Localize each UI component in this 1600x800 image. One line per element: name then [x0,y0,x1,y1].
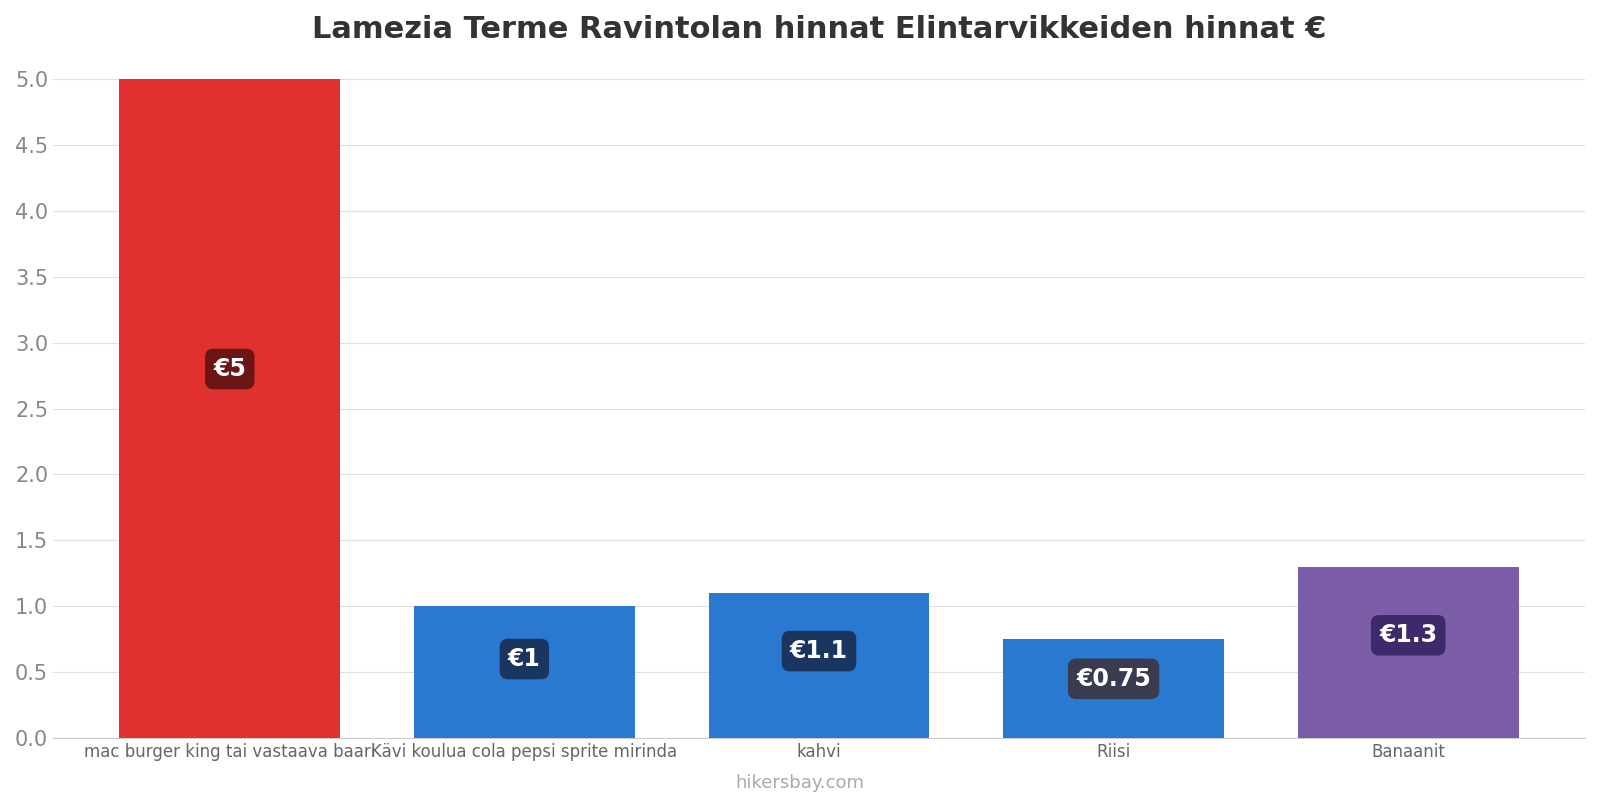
Text: €1.3: €1.3 [1379,623,1437,647]
Bar [1003,639,1224,738]
Text: €5: €5 [213,357,246,381]
Title: Lamezia Terme Ravintolan hinnat Elintarvikkeiden hinnat €: Lamezia Terme Ravintolan hinnat Elintarv… [312,15,1326,44]
Text: €0.75: €0.75 [1077,667,1150,691]
Text: €1.1: €1.1 [790,639,848,663]
Bar [120,79,341,738]
Bar [709,593,930,738]
Bar [1298,566,1518,738]
Bar [414,606,635,738]
Text: €1: €1 [509,647,541,671]
Text: hikersbay.com: hikersbay.com [736,774,864,792]
